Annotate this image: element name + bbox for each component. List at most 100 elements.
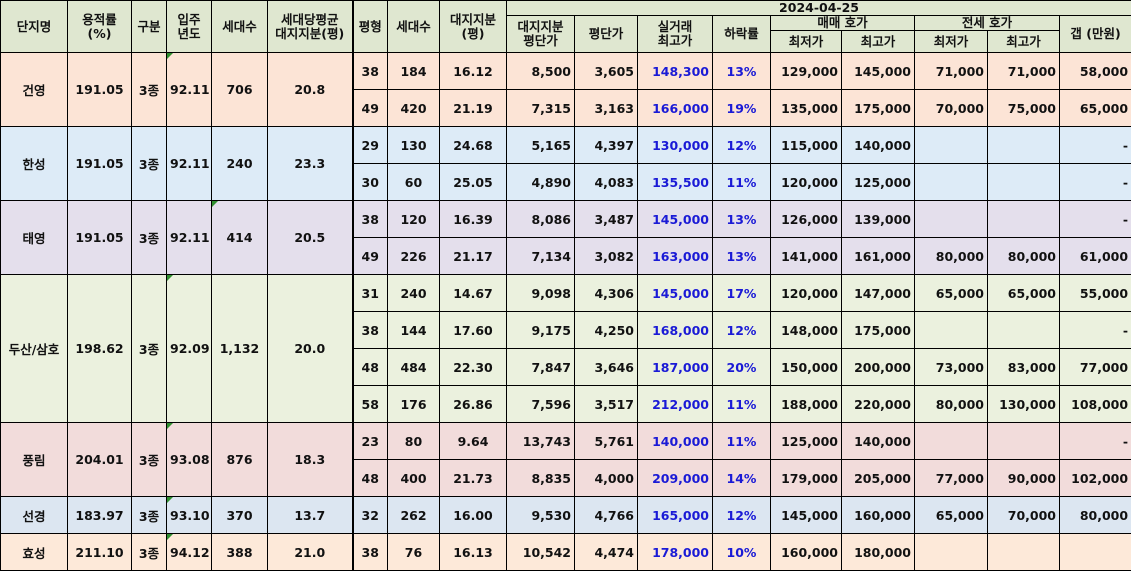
drop-rate-cell: 11% [712,163,771,201]
jeonse-max-cell: 90,000 [987,459,1060,497]
land-share-cell: 14.67 [439,274,507,312]
far-cell: 191.05 [67,126,132,201]
pyeong-cell: 49 [351,89,388,127]
deal-max-cell: 187,000 [637,348,713,386]
sale-min-cell: 150,000 [770,348,842,386]
complex-name-cell: 태영 [0,200,68,275]
header-far: 용적률 (%) [67,0,132,53]
sale-min-cell: 120,000 [770,274,842,312]
table-row: 49 420 21.19 7,315 3,163 166,000 19% 135,000 175… [0,89,1131,127]
jeonse-min-cell [914,422,988,460]
header-land: 대지지분 (평) [439,0,507,53]
header-jeonse-group: 전세 호가 [914,15,1060,31]
gap-cell: 108,000 [1058,385,1131,423]
far-cell: 211.10 [67,533,132,571]
pyeong-cell: 29 [351,126,388,164]
avg-land-cell: 20.5 [267,200,353,275]
sale-max-cell: 200,000 [841,348,915,386]
deal-max-cell: 145,000 [637,274,713,312]
price-per-pyeong-cell: 3,487 [574,200,638,238]
gap-cell: 58,000 [1058,52,1131,90]
jeonse-max-cell: 70,000 [987,496,1060,534]
drop-rate-cell: 17% [712,274,771,312]
sale-min-cell: 141,000 [770,237,842,275]
land-price-cell: 8,086 [506,200,575,238]
complex-name-cell: 선경 [0,496,68,534]
jeonse-max-cell [987,200,1060,238]
gap-cell: 80,000 [1058,496,1131,534]
table-row: 30 60 25.05 4,890 4,083 135,500 11% 120,000 125,… [0,163,1131,201]
unit-households-cell: 130 [387,126,440,164]
gap-cell: - [1058,311,1131,349]
land-share-cell: 26.86 [439,385,507,423]
avg-land-cell: 18.3 [267,422,353,497]
drop-rate-cell: 12% [712,311,771,349]
sale-max-cell: 147,000 [841,274,915,312]
jeonse-max-cell [987,311,1060,349]
year-cell: 92.09 [166,274,212,423]
header-sale-group: 매매 호가 [770,15,915,31]
price-per-pyeong-cell: 4,397 [574,126,638,164]
land-price-cell: 9,175 [506,311,575,349]
far-cell: 204.01 [67,422,132,497]
table-row: 두산/삼호 198.62 3종 92.09 1,132 20.0 31 240 14.67 9,0… [0,274,1131,423]
households-cell: 240 [211,126,268,201]
pyeong-cell: 48 [351,459,388,497]
unit-households-cell: 484 [387,348,440,386]
land-share-cell: 16.13 [439,533,507,571]
jeonse-min-cell: 71,000 [914,52,988,90]
gap-cell: 55,000 [1058,274,1131,312]
complex-name-cell: 효성 [0,533,68,571]
sale-min-cell: 115,000 [770,126,842,164]
jeonse-max-cell [987,422,1060,460]
land-price-cell: 10,542 [506,533,575,571]
complex-name-cell: 건영 [0,52,68,127]
land-share-cell: 16.12 [439,52,507,90]
far-cell: 198.62 [67,274,132,423]
land-share-cell: 25.05 [439,163,507,201]
sale-max-cell: 205,000 [841,459,915,497]
table-row: 풍림 204.01 3종 93.08 876 18.3 23 80 9.64 13,743 5,76… [0,422,1131,497]
drop-rate-cell: 11% [712,385,771,423]
land-price-cell: 8,835 [506,459,575,497]
unit-households-cell: 400 [387,459,440,497]
gap-cell: 102,000 [1058,459,1131,497]
header-complex: 단지명 [0,0,68,53]
deal-max-cell: 135,500 [637,163,713,201]
deal-max-cell: 163,000 [637,237,713,275]
deal-max-cell: 140,000 [637,422,713,460]
pyeong-cell: 49 [351,237,388,275]
jeonse-min-cell: 70,000 [914,89,988,127]
unit-households-cell: 176 [387,385,440,423]
land-share-cell: 21.19 [439,89,507,127]
land-price-cell: 5,165 [506,126,575,164]
header-price-per-pyeong: 평단가 [574,15,638,53]
drop-rate-cell: 10% [712,533,771,571]
unit-households-cell: 60 [387,163,440,201]
header-drop-rate: 하락률 [712,15,771,53]
table-row: 한성 191.05 3종 92.11 240 23.3 29 130 24.68 5,165 4,3… [0,126,1131,201]
price-per-pyeong-cell: 3,517 [574,385,638,423]
deal-max-cell: 130,000 [637,126,713,164]
pyeong-cell: 58 [351,385,388,423]
land-share-cell: 21.17 [439,237,507,275]
pyeong-cell: 38 [351,200,388,238]
sale-max-cell: 175,000 [841,89,915,127]
unit-households-cell: 226 [387,237,440,275]
price-per-pyeong-cell: 4,083 [574,163,638,201]
deal-max-cell: 148,300 [637,52,713,90]
price-per-pyeong-cell: 3,163 [574,89,638,127]
jeonse-max-cell: 65,000 [987,274,1060,312]
drop-rate-cell: 11% [712,422,771,460]
header-sale-min: 최저가 [770,30,842,53]
header-pyeong: 평형 [351,0,388,53]
zone-cell: 3종 [131,52,167,127]
sale-max-cell: 139,000 [841,200,915,238]
drop-rate-cell: 20% [712,348,771,386]
jeonse-max-cell: 130,000 [987,385,1060,423]
deal-max-cell: 168,000 [637,311,713,349]
sale-max-cell: 125,000 [841,163,915,201]
sale-max-cell: 175,000 [841,311,915,349]
jeonse-min-cell [914,311,988,349]
header-sale-max: 최고가 [841,30,915,53]
